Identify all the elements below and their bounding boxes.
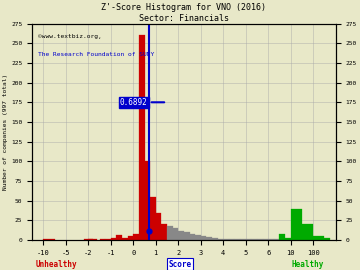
Text: Score: Score [168, 260, 192, 269]
Bar [167, 226, 173, 240]
Bar [111, 238, 116, 240]
Bar [88, 239, 97, 240]
Bar [173, 228, 178, 240]
Bar [156, 212, 161, 240]
Title: Z'-Score Histogram for VNO (2016)
Sector: Financials: Z'-Score Histogram for VNO (2016) Sector… [102, 3, 266, 23]
Bar [285, 238, 291, 240]
Bar [178, 231, 184, 240]
Bar [257, 239, 262, 240]
Bar [279, 234, 285, 240]
Bar [223, 239, 229, 240]
Bar [144, 161, 150, 240]
Bar [116, 235, 122, 240]
Bar [234, 239, 240, 240]
Bar [195, 235, 201, 240]
Bar [212, 238, 218, 240]
Text: Unhealthy: Unhealthy [36, 260, 78, 269]
Bar [206, 237, 212, 240]
Bar [161, 224, 167, 240]
Text: 0.6892: 0.6892 [120, 98, 148, 107]
Bar [251, 239, 257, 240]
Bar [128, 236, 133, 240]
Text: Healthy: Healthy [292, 260, 324, 269]
Bar [291, 209, 302, 240]
Bar [184, 232, 189, 240]
Bar [84, 239, 93, 240]
Bar [274, 239, 279, 240]
Bar [313, 236, 324, 240]
Bar [189, 234, 195, 240]
Bar [324, 238, 330, 240]
Bar [246, 239, 251, 240]
Bar [302, 224, 313, 240]
Bar [262, 239, 268, 240]
Text: The Research Foundation of SUNY: The Research Foundation of SUNY [38, 52, 154, 57]
Bar [139, 35, 144, 240]
Bar [150, 197, 156, 240]
Text: ©www.textbiz.org,: ©www.textbiz.org, [38, 34, 102, 39]
Bar [100, 239, 105, 240]
Y-axis label: Number of companies (997 total): Number of companies (997 total) [3, 74, 8, 190]
Bar [229, 239, 234, 240]
Bar [122, 238, 128, 240]
Bar [201, 236, 206, 240]
Bar [240, 239, 246, 240]
Bar [133, 234, 139, 240]
Bar [105, 239, 111, 240]
Bar [43, 239, 55, 240]
Bar [268, 239, 274, 240]
Bar [218, 239, 223, 240]
